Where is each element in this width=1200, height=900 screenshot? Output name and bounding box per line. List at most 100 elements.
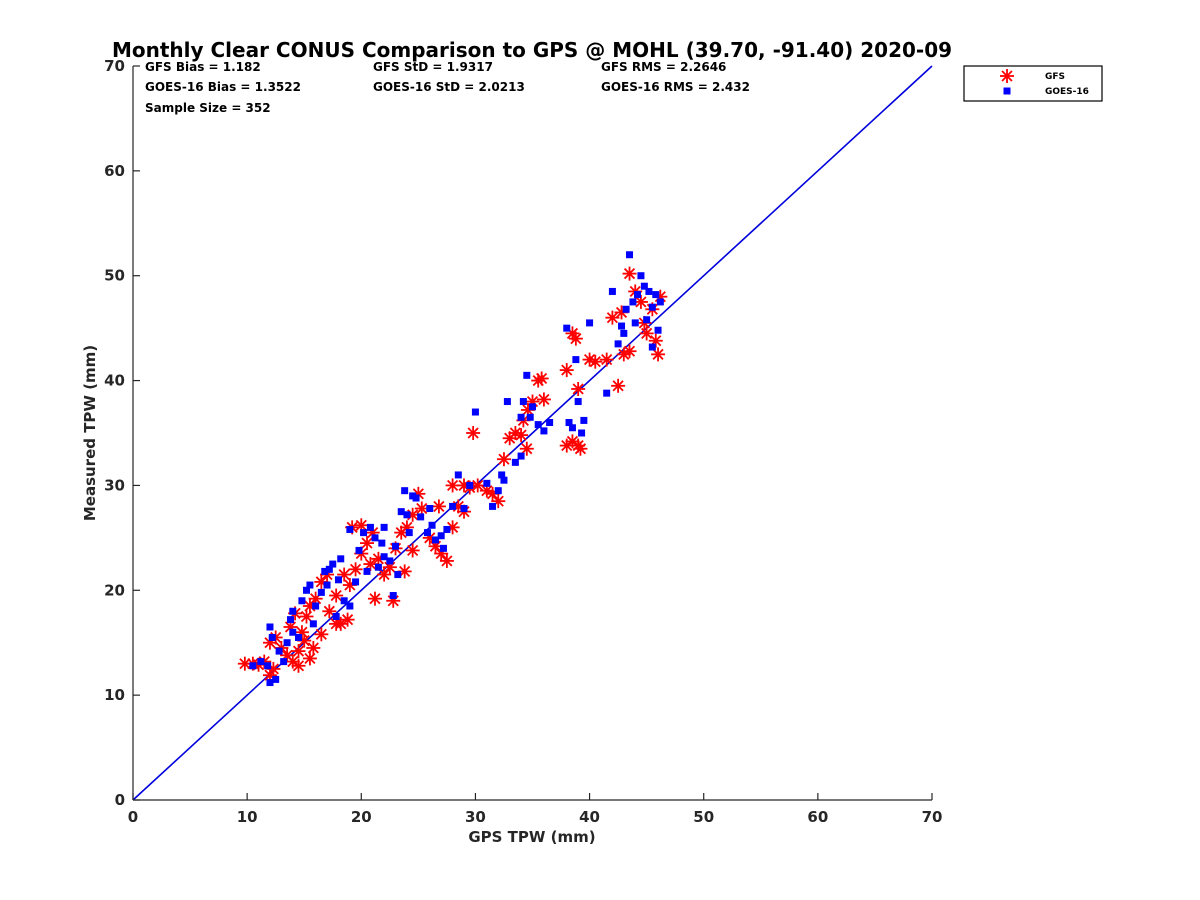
goes-point	[540, 427, 548, 435]
goes-point	[483, 479, 491, 487]
goes-point	[283, 639, 291, 647]
goes-point	[371, 534, 379, 542]
x-tick-label: 20	[351, 808, 372, 826]
goes-point	[272, 675, 280, 683]
goes-point	[454, 471, 462, 479]
goes-point	[568, 424, 576, 432]
goes-point	[334, 576, 342, 584]
goes-point	[529, 403, 536, 411]
goes-point	[257, 658, 265, 666]
goes-point	[439, 544, 447, 552]
goes-point	[614, 340, 622, 348]
goes-point	[374, 563, 382, 571]
goes-point	[489, 502, 497, 510]
goes-point	[629, 298, 637, 306]
goes-point	[460, 504, 468, 512]
goes-point	[392, 542, 400, 550]
goes-point	[275, 647, 283, 655]
goes-point	[340, 597, 348, 605]
gfs-point	[322, 604, 337, 619]
legend: GFS GOES-16	[963, 65, 1103, 102]
gfs-point	[354, 518, 369, 533]
goes-point	[645, 287, 653, 295]
goes-point	[366, 523, 374, 531]
goes-point	[289, 628, 297, 636]
goes-point	[637, 272, 645, 280]
gfs-point	[573, 441, 588, 456]
goes-point	[526, 413, 534, 421]
statistics-block: GFS Bias = 1.182 GOES-16 Bias = 1.3522 S…	[145, 60, 750, 115]
reference-line	[132, 65, 933, 801]
gfs-point	[445, 478, 460, 493]
legend-goes-label: GOES-16	[1045, 87, 1089, 97]
goes-point	[397, 508, 405, 516]
x-tick-label: 10	[237, 808, 258, 826]
goes-point	[363, 567, 371, 575]
goes-point	[443, 525, 451, 533]
goes-point	[346, 602, 354, 610]
gfs-point	[496, 452, 511, 467]
y-tick-label: 50	[104, 267, 125, 285]
goes-point	[626, 251, 634, 259]
goes-point	[312, 602, 320, 610]
goes-point	[380, 553, 388, 561]
goes-point	[264, 662, 272, 670]
goes-point	[337, 555, 345, 563]
goes-point	[466, 481, 474, 489]
gfs-point	[651, 347, 666, 362]
goes-point	[622, 305, 630, 313]
legend-gfs-asterisk	[1000, 69, 1014, 83]
goes-point	[280, 658, 288, 666]
gfs-point	[559, 363, 574, 378]
goes-point	[287, 616, 295, 624]
goes-point	[386, 557, 394, 565]
goes-point	[289, 607, 297, 615]
goes-point	[648, 303, 656, 311]
goes-point	[389, 592, 397, 600]
goes-point	[302, 586, 310, 594]
goes-point	[317, 588, 325, 596]
goes-point	[519, 398, 527, 406]
gfs-point	[568, 331, 583, 346]
x-axis-label: GPS TPW (mm)	[468, 828, 595, 846]
goes-rms-stat: GOES-16 RMS = 2.432	[601, 80, 750, 94]
y-tick-label: 0	[115, 791, 125, 809]
goes-point	[471, 408, 479, 416]
gfs-rms-stat: GFS RMS = 2.2646	[601, 60, 726, 74]
goes-point	[401, 487, 409, 495]
goes-point	[586, 319, 594, 327]
legend-goes-marker	[1003, 87, 1011, 95]
gfs-point	[314, 627, 329, 642]
goes-point	[266, 679, 274, 687]
goes-point	[428, 521, 436, 529]
goes-point	[298, 597, 306, 605]
goes-point	[266, 623, 274, 631]
goes-point	[652, 291, 660, 299]
goes-point	[321, 567, 329, 575]
goes-point	[394, 571, 402, 579]
y-tick-label: 10	[104, 686, 125, 704]
goes-point	[634, 291, 642, 299]
goes-point	[523, 371, 531, 379]
goes-point	[498, 471, 506, 479]
goes-point	[412, 494, 420, 502]
goes-point	[654, 326, 662, 334]
goes-point	[355, 546, 363, 554]
gfs-point	[405, 543, 420, 558]
goes-point	[620, 329, 628, 337]
gfs-point	[431, 499, 446, 514]
goes-point	[346, 525, 354, 533]
goes-point	[503, 398, 511, 406]
x-tick-label: 0	[128, 808, 138, 826]
goes-point	[500, 476, 508, 484]
gfs-point	[291, 644, 306, 659]
goes-point	[431, 536, 439, 544]
goes-point	[656, 298, 664, 306]
goes-point	[268, 633, 276, 641]
y-tick-label: 70	[104, 57, 125, 75]
goes-point	[426, 504, 434, 512]
goes-point	[449, 502, 457, 510]
goes-point	[517, 452, 525, 460]
legend-box	[963, 65, 1103, 102]
goes-point	[565, 419, 573, 427]
